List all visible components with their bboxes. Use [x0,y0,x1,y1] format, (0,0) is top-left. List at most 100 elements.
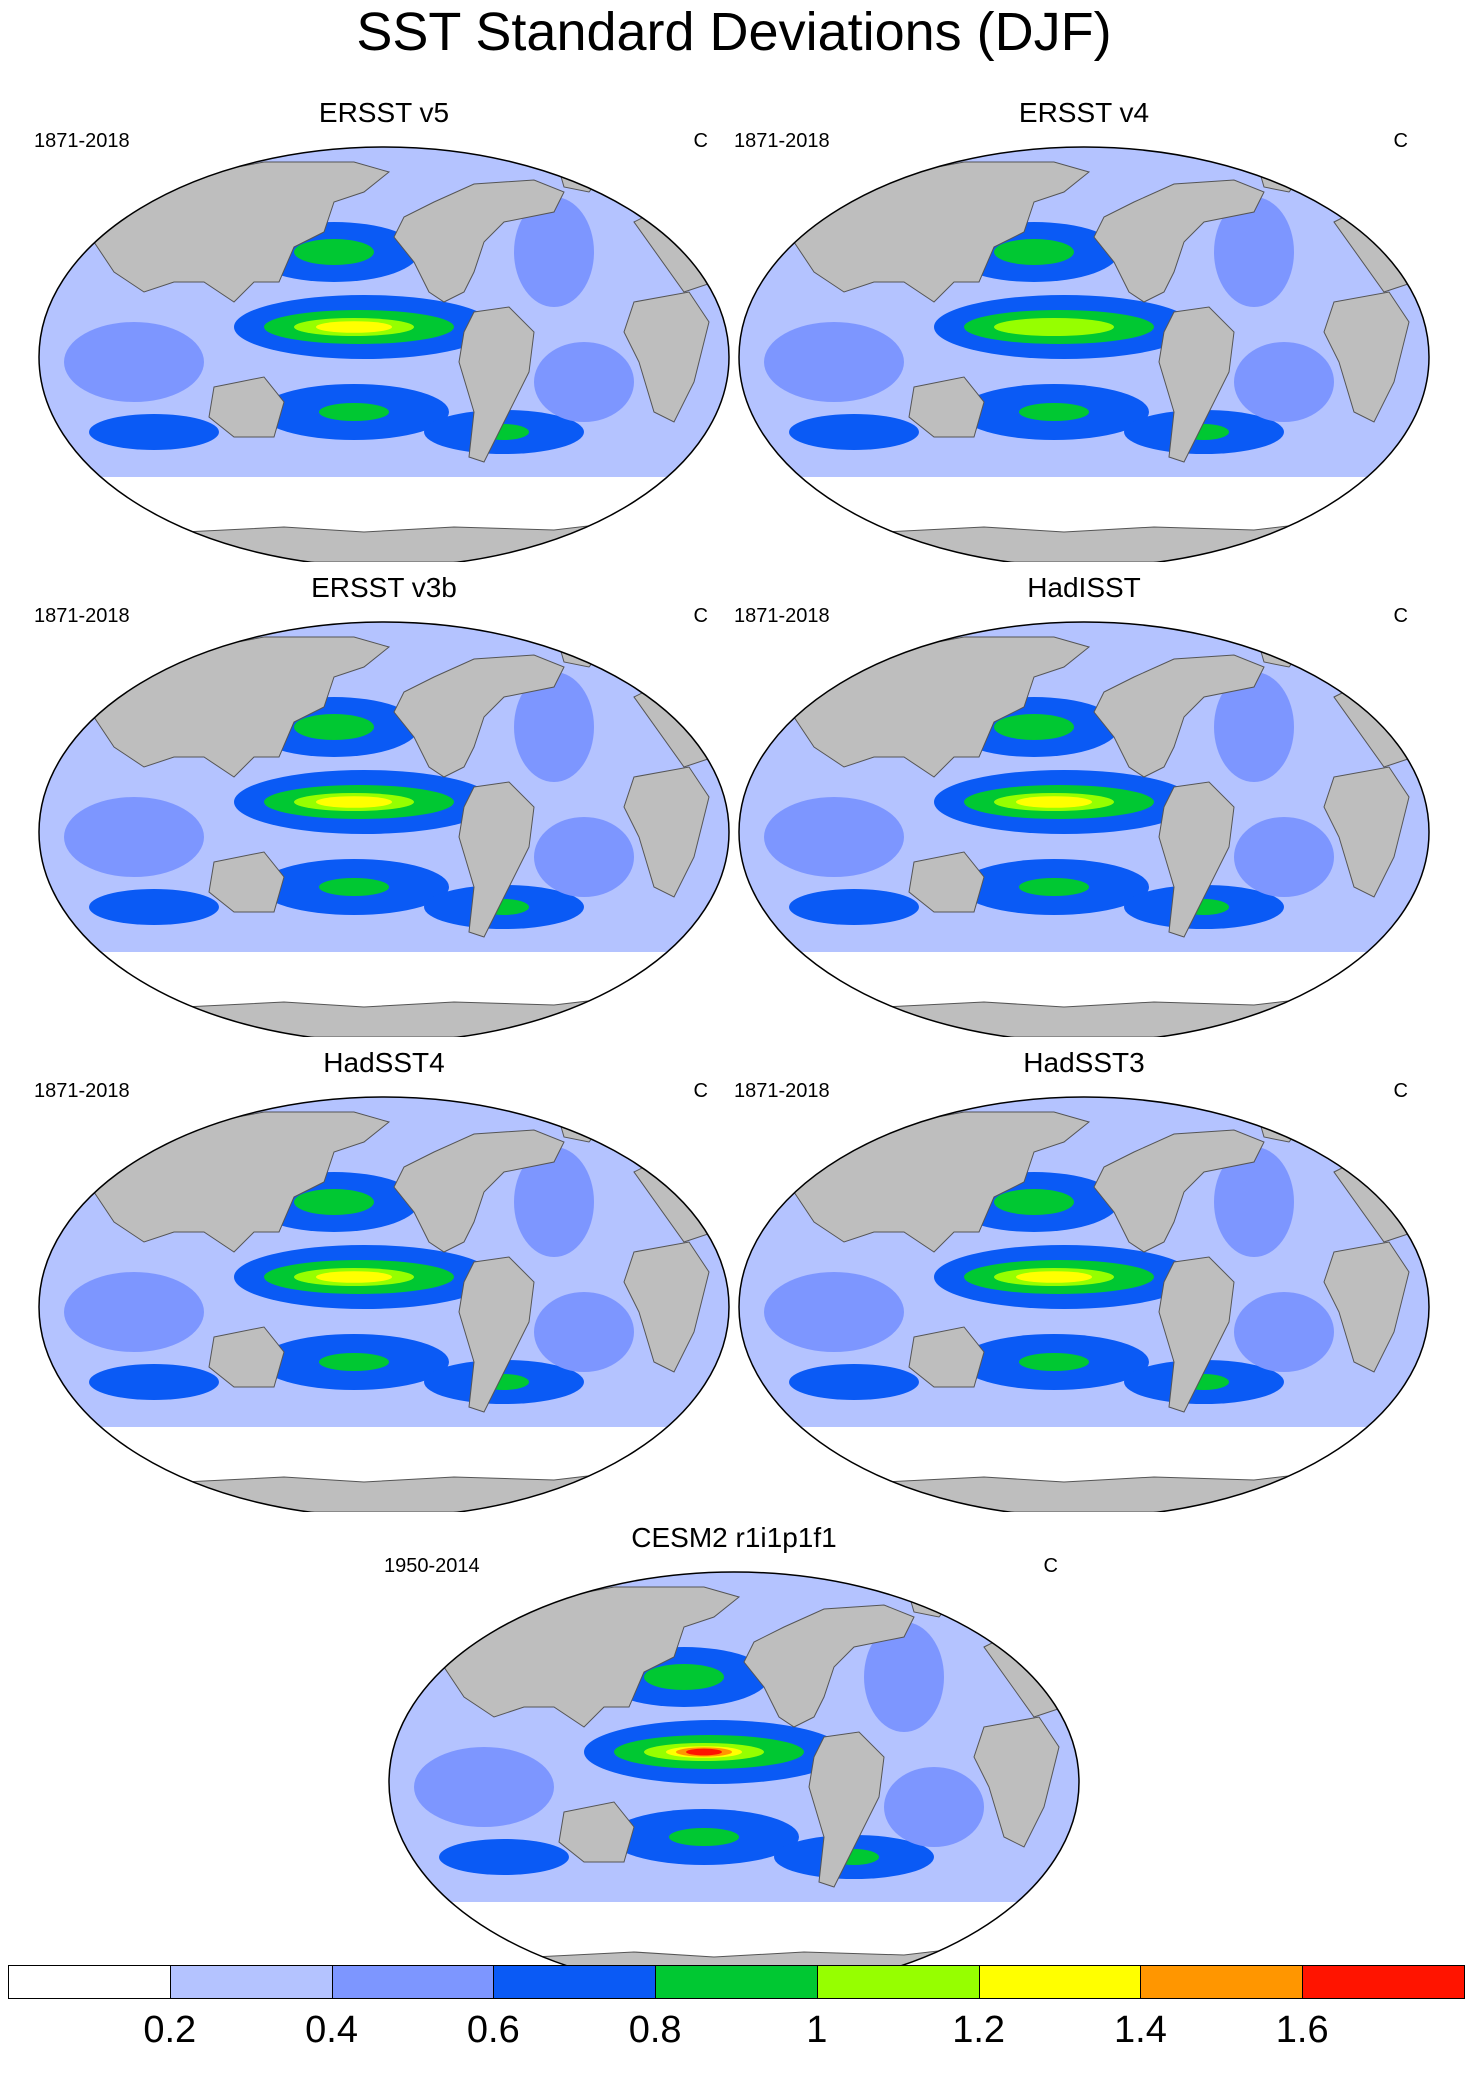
map-border [38,621,730,1037]
colorbar-swatch [816,1965,980,1999]
unit-label: C [1393,130,1408,152]
atlantic-band [1214,1147,1294,1257]
world-map [38,146,730,562]
unit-label: C [1393,605,1408,627]
africa [1323,766,1410,898]
panel-title: HadSST3 [1023,1047,1145,1078]
atlantic-band [534,342,634,422]
atlantic-band [514,1147,594,1257]
map-layers [739,1097,1429,1512]
colorbar-swatch [8,1965,171,1999]
south-america [458,1256,535,1413]
north-america [743,1604,915,1728]
indian-ocean-band [64,797,204,877]
period-label: 1871-2018 [734,605,830,627]
map-layers [39,147,729,562]
unit-label: C [693,605,708,627]
atlantic-band [1234,342,1334,422]
colorbar-swatch [169,1965,333,1999]
australia [208,851,285,913]
unit-label: C [693,1080,708,1102]
africa [623,291,710,423]
unit-label: C [1393,1080,1408,1102]
map-panel-ersst-v5: ERSST v5 1871-2018 C [34,96,734,566]
australia [208,376,285,438]
world-map [738,1096,1430,1512]
map-border [38,1096,730,1512]
southern-ocean-band [789,889,919,925]
atlantic-band [1214,672,1294,782]
map-panel-cesm2: CESM2 r1i1p1f1 1950-2014 C [384,1521,1084,1991]
southern-ocean-band [789,414,919,450]
north-america [393,1129,565,1253]
atlantic-band [1234,1292,1334,1372]
southern-green [669,1828,739,1846]
map-layers [739,147,1429,562]
map-layers [389,1572,1079,1987]
north-pacific-core [994,239,1074,265]
indian-ocean-band [764,797,904,877]
colorbar-label: 1.4 [1114,2009,1167,2051]
colorbar-swatch [655,1965,818,1999]
world-map [38,621,730,1037]
period-label: 1950-2014 [384,1555,480,1577]
north-america [393,654,565,778]
world-map [388,1571,1080,1987]
southern-ocean-band [439,1839,569,1875]
colorbar-swatch [331,1965,495,1999]
period-label: 1871-2018 [34,605,130,627]
indian-ocean-band [764,322,904,402]
colorbar-swatch [978,1965,1142,1999]
colorbar-swatch [1302,1965,1465,1999]
equatorial-peak-core [686,1748,722,1756]
atlantic-band [534,1292,634,1372]
north-america [1093,1129,1265,1253]
indian-ocean-band [64,1272,204,1352]
map-border [738,146,1430,562]
panel-title: ERSST v5 [318,97,450,128]
australia [558,1801,635,1863]
indian-ocean-band [64,322,204,402]
colorbar-label: 1 [806,2009,828,2051]
period-label: 1871-2018 [734,1080,830,1102]
period-label: 1871-2018 [34,130,130,152]
equatorial-peak-core [316,1271,392,1283]
north-america [393,179,565,303]
colorbar-label: 1.2 [952,2009,1006,2051]
southern-green [1019,878,1089,896]
africa [1323,1241,1410,1373]
north-pacific-core [994,1189,1074,1215]
unit-label: C [1043,1555,1058,1577]
map-layers [39,622,729,1037]
australia [908,851,985,913]
south-america [458,306,535,463]
africa [973,1716,1060,1848]
panel-title: CESM2 r1i1p1f1 [631,1522,837,1553]
equatorial-peak-core [1016,1271,1092,1283]
north-pacific-core [994,714,1074,740]
map-border [738,621,1430,1037]
atlantic-band [534,817,634,897]
map-panel-ersst-v4: ERSST v4 1871-2018 C [734,96,1434,566]
australia [208,1326,285,1388]
equatorial-peak-core [1016,796,1092,808]
north-pacific-core [644,1664,724,1690]
atlantic-band [514,672,594,782]
north-america [1093,654,1265,778]
south-america [808,1731,885,1888]
north-pacific-core [294,1189,374,1215]
map-border [738,1096,1430,1512]
colorbar-label: 0.8 [628,2009,682,2051]
southern-green [319,1353,389,1371]
atlantic-band [514,197,594,307]
panel-title: HadSST4 [323,1047,445,1078]
southern-ocean-band [89,889,219,925]
figure-title: SST Standard Deviations (DJF) [356,2,1112,62]
world-map [738,621,1430,1037]
colorbar-swatch [1140,1965,1304,1999]
map-panel-ersst-v3b: ERSST v3b 1871-2018 C [34,571,734,1041]
africa [1323,291,1410,423]
southern-ocean-band [89,414,219,450]
map-layers [739,622,1429,1037]
north-pacific-core [294,239,374,265]
